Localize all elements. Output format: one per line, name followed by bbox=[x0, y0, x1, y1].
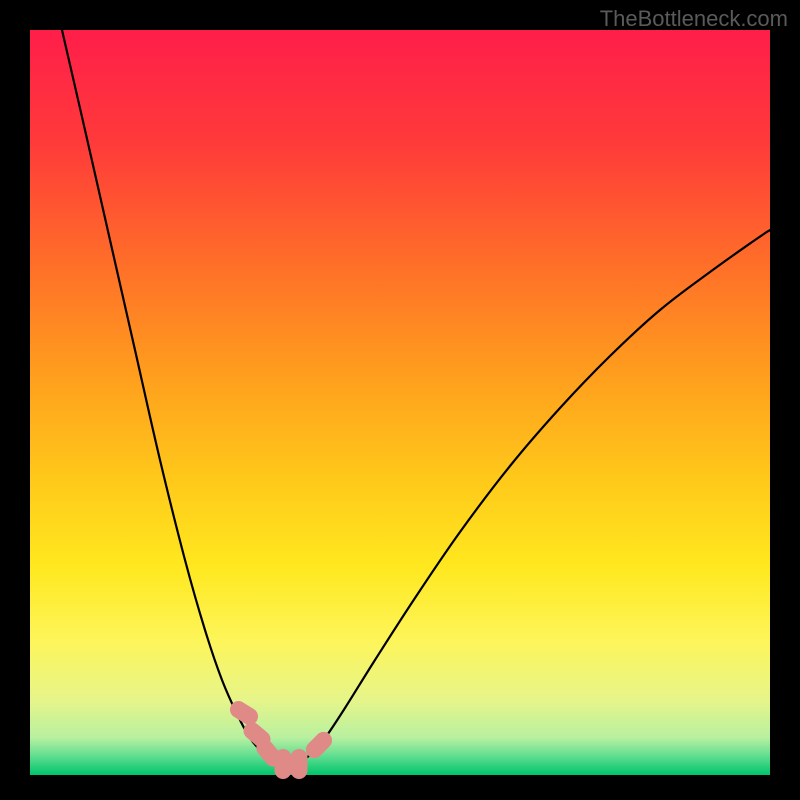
bottleneck-curve bbox=[30, 30, 770, 775]
plot-area bbox=[30, 30, 770, 775]
canvas: TheBottleneck.com bbox=[0, 0, 800, 800]
curve-right-branch bbox=[312, 230, 770, 752]
valley-marker bbox=[291, 749, 308, 779]
valley-marker bbox=[275, 749, 292, 779]
curve-left-branch bbox=[62, 30, 266, 756]
watermark-text: TheBottleneck.com bbox=[600, 6, 788, 32]
